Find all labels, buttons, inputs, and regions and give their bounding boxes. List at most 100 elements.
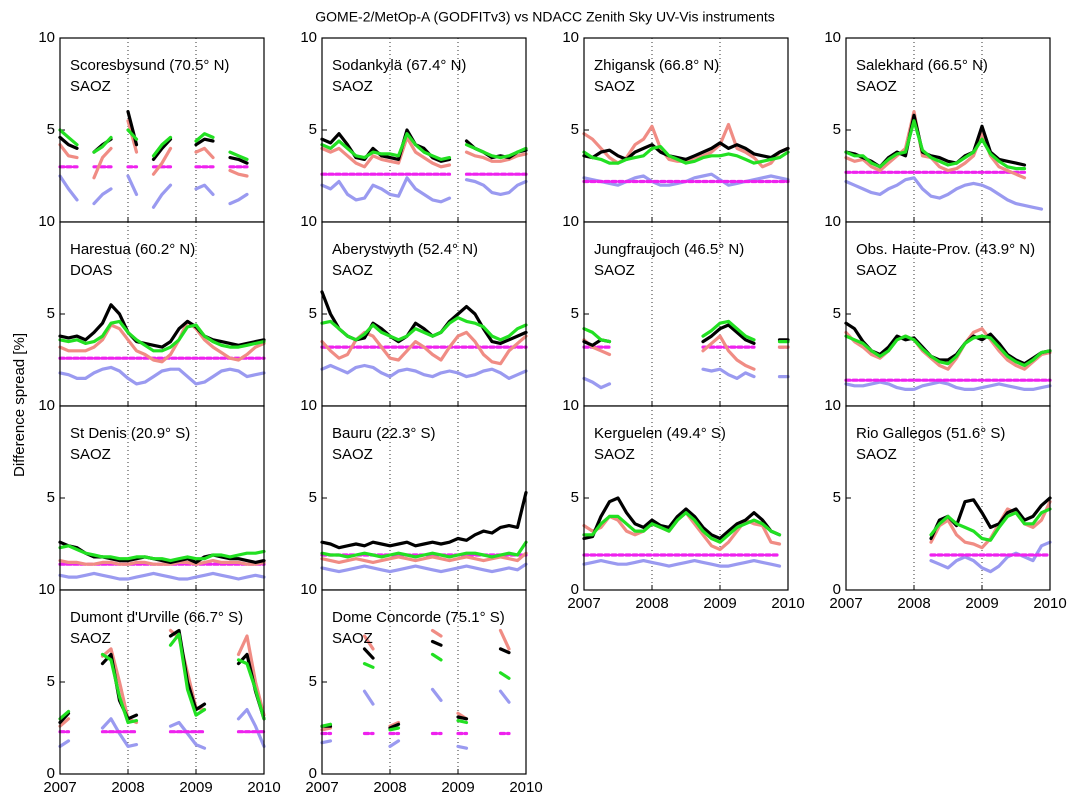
panel: 2007 2008 2009 2010 0 5 10 Dumont d'Urville (66…: [38, 581, 280, 796]
plot-area: [58, 303, 266, 386]
y-tick-label: 5: [47, 305, 55, 322]
plot-area: [844, 110, 1044, 211]
panel: 2007 2008 2009 2010 0 5 10 Rio Gallegos (51.6° …: [824, 397, 1066, 612]
panel: 5 10 St Denis (20.9° S) SAOZ: [38, 397, 266, 591]
data-line: [929, 507, 1052, 542]
panel: 5 10 Harestua (60.2° N) DOAS: [38, 213, 266, 407]
plot-area: [582, 122, 790, 187]
panel: 5 10 Obs. Haute-Prov. (43.9° N) SAOZ: [824, 213, 1052, 407]
y-tick-label: 10: [824, 29, 841, 46]
data-line: [582, 496, 782, 541]
panel-subtitle: SAOZ: [70, 78, 111, 95]
y-tick-label: 5: [833, 489, 841, 506]
data-line: [844, 327, 1052, 371]
panel: 5 10 Scoresbysund (70.5° N) SAOZ: [38, 29, 265, 223]
data-line: [58, 708, 266, 750]
plot-frame: [583, 405, 789, 591]
panel: 5 10 Salekhard (66.5° N) SAOZ: [824, 29, 1051, 223]
y-tick-label: 10: [300, 29, 317, 46]
y-tick-label: 5: [309, 489, 317, 506]
y-tick-label: 10: [824, 213, 841, 230]
data-line: [58, 303, 266, 349]
y-tick-label: 0: [47, 765, 55, 782]
panel-subtitle: SAOZ: [332, 630, 373, 647]
data-line: [844, 176, 1044, 211]
y-tick-label: 0: [833, 581, 841, 598]
panel-title: Dome Concorde (75.1° S): [332, 609, 505, 626]
panel-title: Kerguelen (49.4° S): [594, 425, 726, 442]
data-line: [320, 132, 528, 161]
x-tick-label: 2009: [703, 595, 736, 612]
y-tick-label: 5: [47, 673, 55, 690]
panel: 5 10 Jungfraujoch (46.5° N) SAOZ: [562, 213, 790, 407]
panel: 5 10 Zhigansk (66.8° N) SAOZ: [562, 29, 790, 223]
panel-subtitle: SAOZ: [594, 446, 635, 463]
data-line: [320, 562, 528, 574]
x-tick-label: 2007: [305, 779, 338, 796]
panel-title: Bauru (22.3° S): [332, 425, 436, 442]
plot-background: [322, 590, 526, 774]
plot-area: [320, 128, 528, 204]
y-tick-label: 5: [309, 305, 317, 322]
x-tick-label: 2008: [373, 779, 406, 796]
y-tick-label: 0: [571, 581, 579, 598]
x-tick-label: 2007: [567, 595, 600, 612]
data-line: [58, 544, 266, 563]
data-line: [58, 559, 266, 566]
data-line: [844, 380, 1052, 391]
data-line: [320, 316, 528, 342]
panel-subtitle: SAOZ: [70, 630, 111, 647]
panel-subtitle: SAOZ: [594, 78, 635, 95]
y-tick-label: 5: [571, 305, 579, 322]
x-tick-label: 2010: [247, 779, 280, 796]
data-line: [320, 135, 528, 169]
data-line: [58, 174, 249, 209]
data-line: [582, 367, 790, 390]
data-line: [320, 687, 511, 750]
plot-area: [320, 628, 511, 750]
panel-title: Dumont d'Urville (66.7° S): [70, 609, 243, 626]
x-tick-label: 2008: [635, 595, 668, 612]
data-line: [320, 490, 528, 550]
plot-frame: [845, 405, 1051, 591]
y-tick-label: 10: [562, 213, 579, 230]
figure-title: GOME-2/MetOp-A (GODFITv3) vs NDACC Zenit…: [315, 9, 775, 25]
data-line: [58, 128, 249, 161]
panel-title: Rio Gallegos (51.6° S): [856, 425, 1005, 442]
data-line: [844, 110, 1027, 180]
y-axis-label: Difference spread [%]: [11, 333, 28, 477]
plot-background: [584, 38, 788, 222]
panel-title: Sodankylä (67.4° N): [332, 57, 466, 74]
data-line: [320, 652, 511, 732]
plot-background: [846, 222, 1050, 406]
panel-subtitle: SAOZ: [594, 262, 635, 279]
data-line: [58, 540, 266, 564]
y-tick-label: 10: [38, 581, 55, 598]
data-line: [58, 571, 266, 581]
data-line: [582, 141, 790, 161]
panel-title: Jungfraujoch (46.5° N): [594, 241, 744, 258]
plot-area: [320, 290, 528, 380]
data-line: [929, 540, 1052, 574]
x-tick-label: 2009: [441, 779, 474, 796]
y-tick-label: 10: [300, 397, 317, 414]
data-line: [844, 334, 1052, 368]
panel-title: Salekhard (66.5° N): [856, 57, 988, 74]
data-line: [320, 628, 511, 732]
y-tick-label: 5: [47, 489, 55, 506]
panel-subtitle: SAOZ: [332, 78, 373, 95]
y-tick-label: 10: [562, 397, 579, 414]
x-tick-label: 2008: [897, 595, 930, 612]
panel-title: St Denis (20.9° S): [70, 425, 190, 442]
y-tick-label: 5: [833, 121, 841, 138]
data-line: [320, 363, 528, 380]
y-tick-label: 5: [571, 121, 579, 138]
panel-title: Harestua (60.2° N): [70, 241, 195, 258]
y-tick-label: 5: [309, 121, 317, 138]
panel-title: Aberystwyth (52.4° N): [332, 241, 478, 258]
data-line: [320, 176, 528, 204]
data-line: [58, 319, 266, 353]
plot-area: [929, 496, 1052, 574]
panel: 2007 2008 2009 2010 0 5 10 Kerguelen (49.4° S) S…: [562, 397, 804, 612]
panel-title: Scoresbysund (70.5° N): [70, 57, 229, 74]
